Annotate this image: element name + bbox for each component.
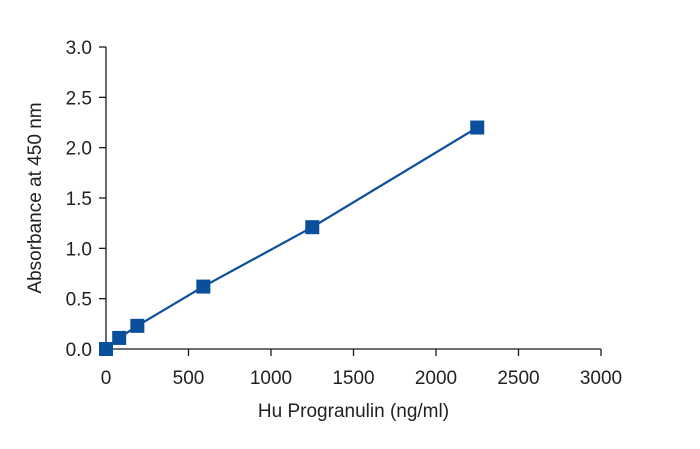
y-tick-label: 0.0 (66, 340, 92, 361)
x-tick-label: 2500 (497, 368, 539, 389)
y-tick-label: 1.5 (66, 189, 92, 210)
x-tick-label: 1000 (250, 368, 292, 389)
y-tick-label: 2.5 (66, 88, 92, 109)
data-series (99, 120, 485, 356)
x-tick-label: 2000 (415, 368, 457, 389)
y-axis: 0.0 0.5 1.0 1.5 2.0 2.5 3.0 (66, 38, 107, 361)
data-point-marker (112, 330, 127, 345)
y-tick-label: 0.5 (66, 290, 92, 311)
x-axis-title: Hu Progranulin (ng/ml) (258, 401, 449, 422)
data-point-marker (99, 342, 113, 356)
x-tick-label: 1500 (332, 368, 374, 389)
y-axis-title: Absorbance at 450 nm (25, 102, 46, 293)
data-point-marker (130, 318, 145, 333)
y-tick-label: 1.0 (66, 239, 92, 260)
data-point-marker (305, 220, 320, 235)
y-tick-label: 3.0 (66, 38, 92, 59)
series-line (105, 126, 478, 350)
x-axis: 0 500 1000 1500 2000 2500 3000 (101, 348, 622, 389)
y-tick-label: 2.0 (66, 139, 92, 160)
x-tick-label: 0 (101, 368, 112, 389)
x-tick-label: 500 (173, 368, 205, 389)
data-point-marker (196, 279, 211, 294)
x-tick-label: 3000 (580, 368, 622, 389)
data-point-marker (470, 120, 485, 135)
